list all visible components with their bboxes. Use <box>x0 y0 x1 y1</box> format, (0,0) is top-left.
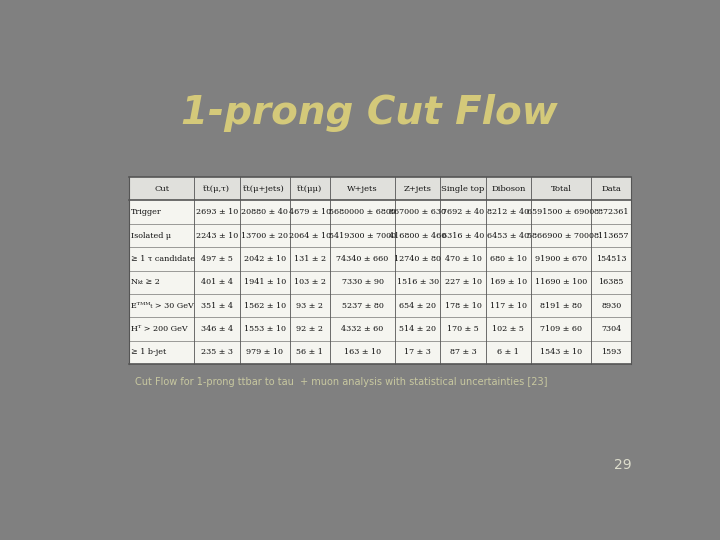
Text: Total: Total <box>551 185 572 193</box>
Text: 235 ± 3: 235 ± 3 <box>201 348 233 356</box>
Text: 56 ± 1: 56 ± 1 <box>297 348 323 356</box>
Text: 7109 ± 60: 7109 ± 60 <box>540 325 582 333</box>
Text: 8930: 8930 <box>601 302 621 310</box>
Text: 867000 ± 630: 867000 ± 630 <box>390 208 446 216</box>
Text: 20880 ± 40: 20880 ± 40 <box>241 208 288 216</box>
Text: Hᵀ > 200 GeV: Hᵀ > 200 GeV <box>131 325 188 333</box>
Text: 1941 ± 10: 1941 ± 10 <box>243 278 286 286</box>
Text: Z+jets: Z+jets <box>404 185 432 193</box>
Text: 1553 ± 10: 1553 ± 10 <box>243 325 286 333</box>
Text: 154513: 154513 <box>596 255 626 263</box>
Text: 11690 ± 100: 11690 ± 100 <box>535 278 587 286</box>
Text: 16385: 16385 <box>598 278 624 286</box>
Text: 2693 ± 10: 2693 ± 10 <box>196 208 238 216</box>
Text: 497 ± 5: 497 ± 5 <box>201 255 233 263</box>
Text: 29: 29 <box>613 458 631 472</box>
Text: 4679 ± 10: 4679 ± 10 <box>289 208 331 216</box>
Text: t̅t(μ+jets): t̅t(μ+jets) <box>244 185 285 193</box>
Text: Eᵀᴹᴹₜ > 30 GeV: Eᵀᴹᴹₜ > 30 GeV <box>131 302 194 310</box>
Text: 514 ± 20: 514 ± 20 <box>400 325 436 333</box>
Text: 5866900 ± 7000: 5866900 ± 7000 <box>528 232 595 240</box>
Text: 2243 ± 10: 2243 ± 10 <box>196 232 238 240</box>
Text: Data: Data <box>601 185 621 193</box>
Text: 680 ± 10: 680 ± 10 <box>490 255 526 263</box>
Bar <box>129 177 631 200</box>
Text: 2042 ± 10: 2042 ± 10 <box>243 255 286 263</box>
Text: 6591500 ± 6900: 6591500 ± 6900 <box>527 208 595 216</box>
Text: 169 ± 10: 169 ± 10 <box>490 278 527 286</box>
Text: 5237 ± 80: 5237 ± 80 <box>342 302 384 310</box>
Text: 346 ± 4: 346 ± 4 <box>201 325 233 333</box>
Text: 5419300 ± 7000: 5419300 ± 7000 <box>329 232 396 240</box>
Text: 8191 ± 80: 8191 ± 80 <box>540 302 582 310</box>
Text: W+jets: W+jets <box>347 185 378 193</box>
Text: 654 ± 20: 654 ± 20 <box>400 302 436 310</box>
Text: 93 ± 2: 93 ± 2 <box>297 302 323 310</box>
Text: 1543 ± 10: 1543 ± 10 <box>540 348 582 356</box>
Text: 6453 ± 40: 6453 ± 40 <box>487 232 529 240</box>
Text: 1562 ± 10: 1562 ± 10 <box>243 302 286 310</box>
Text: 8872361: 8872361 <box>593 208 629 216</box>
Text: Cut: Cut <box>154 185 169 193</box>
Text: 1516 ± 30: 1516 ± 30 <box>397 278 439 286</box>
Bar <box>129 177 631 364</box>
Text: 1593: 1593 <box>601 348 621 356</box>
Text: 6 ± 1: 6 ± 1 <box>498 348 519 356</box>
Text: 17 ± 3: 17 ± 3 <box>405 348 431 356</box>
Text: 1-prong Cut Flow: 1-prong Cut Flow <box>181 94 557 132</box>
Text: Cut Flow for 1-prong ttbar to tau  + muon analysis with statistical uncertaintie: Cut Flow for 1-prong ttbar to tau + muon… <box>135 377 547 387</box>
Text: 7304: 7304 <box>601 325 621 333</box>
Text: 117 ± 10: 117 ± 10 <box>490 302 527 310</box>
Text: 470 ± 10: 470 ± 10 <box>444 255 482 263</box>
Text: 8113657: 8113657 <box>593 232 629 240</box>
Text: 131 ± 2: 131 ± 2 <box>294 255 326 263</box>
Text: 163 ± 10: 163 ± 10 <box>344 348 381 356</box>
Text: 416800 ± 460: 416800 ± 460 <box>390 232 446 240</box>
Text: ≥ 1 τ candidate: ≥ 1 τ candidate <box>131 255 195 263</box>
Text: t̅t(μ,τ): t̅t(μ,τ) <box>204 185 230 193</box>
Text: t̅t(μμ): t̅t(μμ) <box>298 185 322 193</box>
Text: 12740 ± 80: 12740 ± 80 <box>395 255 441 263</box>
Text: 7330 ± 90: 7330 ± 90 <box>341 278 384 286</box>
Text: Nₖₜ ≥ 2: Nₖₜ ≥ 2 <box>131 278 160 286</box>
Text: 7692 ± 40: 7692 ± 40 <box>442 208 484 216</box>
Text: 87 ± 3: 87 ± 3 <box>450 348 477 356</box>
Text: Diboson: Diboson <box>491 185 526 193</box>
Text: 103 ± 2: 103 ± 2 <box>294 278 326 286</box>
Text: 74340 ± 660: 74340 ± 660 <box>336 255 389 263</box>
Text: 6316 ± 40: 6316 ± 40 <box>442 232 484 240</box>
Text: Isolated μ: Isolated μ <box>131 232 171 240</box>
Text: 178 ± 10: 178 ± 10 <box>444 302 482 310</box>
Text: 2064 ± 10: 2064 ± 10 <box>289 232 331 240</box>
Text: 13700 ± 20: 13700 ± 20 <box>241 232 288 240</box>
Text: 170 ± 5: 170 ± 5 <box>447 325 479 333</box>
Text: 351 ± 4: 351 ± 4 <box>201 302 233 310</box>
Text: 92 ± 2: 92 ± 2 <box>297 325 323 333</box>
Text: Trigger: Trigger <box>131 208 162 216</box>
Text: 979 ± 10: 979 ± 10 <box>246 348 283 356</box>
Text: 5680000 ± 6800: 5680000 ± 6800 <box>329 208 396 216</box>
Text: 91900 ± 670: 91900 ± 670 <box>535 255 587 263</box>
Text: 227 ± 10: 227 ± 10 <box>444 278 482 286</box>
Text: 8212 ± 40: 8212 ± 40 <box>487 208 529 216</box>
Text: Single top: Single top <box>441 185 485 193</box>
Text: 401 ± 4: 401 ± 4 <box>201 278 233 286</box>
Text: 4332 ± 60: 4332 ± 60 <box>341 325 384 333</box>
Text: ≥ 1 b-jet: ≥ 1 b-jet <box>131 348 166 356</box>
Text: 102 ± 5: 102 ± 5 <box>492 325 524 333</box>
